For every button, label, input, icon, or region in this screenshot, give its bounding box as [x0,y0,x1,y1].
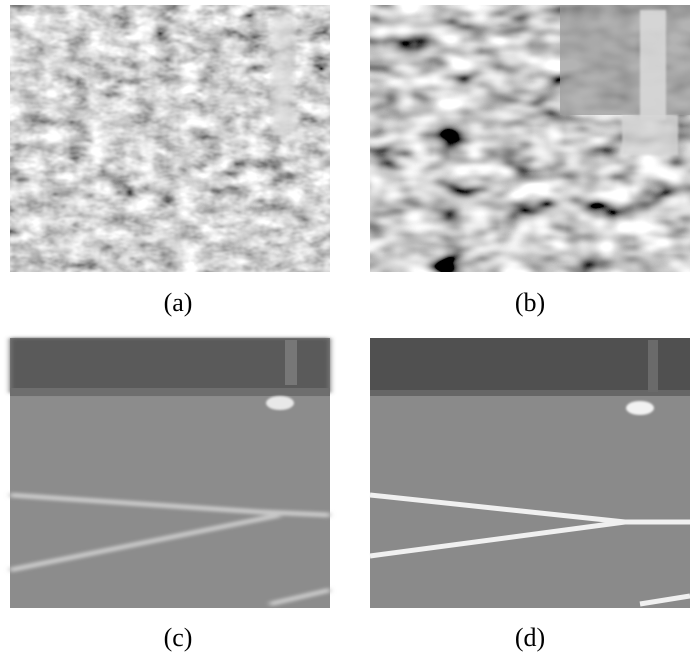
caption: (a) [164,288,193,317]
caption: (d) [515,623,545,652]
image-b [370,5,690,272]
caption: (b) [515,288,545,317]
caption: (c) [164,623,193,652]
figure: (a) (b) (c) (d) [0,0,690,660]
image-c [10,338,330,608]
image-a [10,5,330,272]
page: (a) (b) (c) (d) (() => { const data = JS… [0,0,690,660]
image-d [370,338,690,608]
